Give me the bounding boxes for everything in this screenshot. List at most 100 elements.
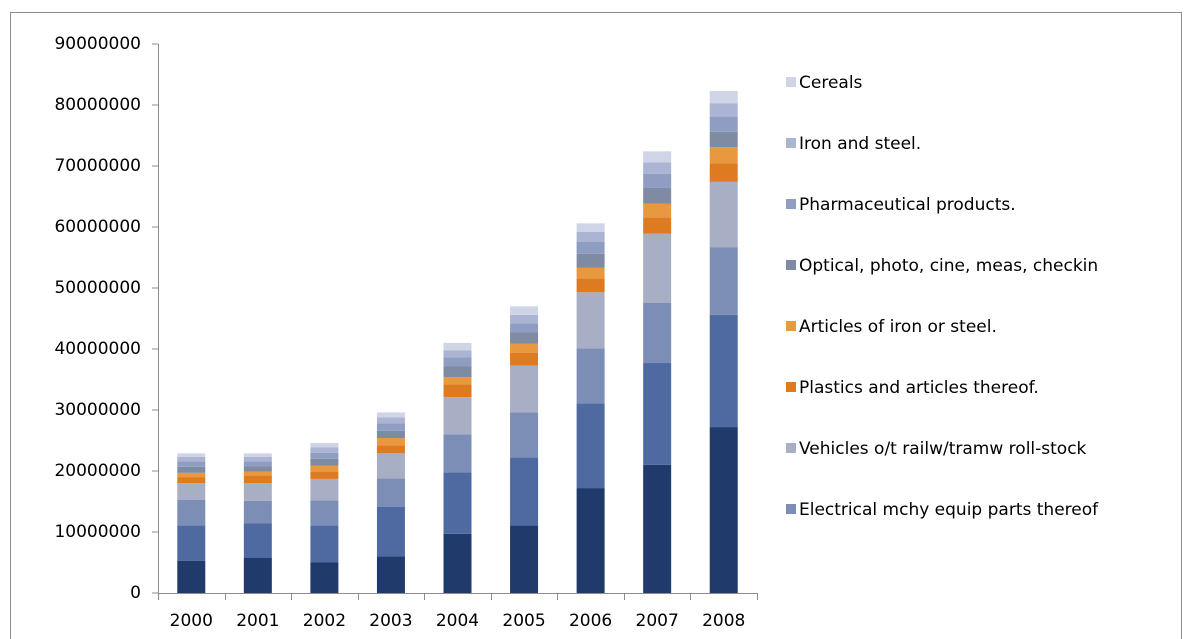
bar-segment (643, 173, 672, 188)
y-tick-label: 50000000 (54, 278, 141, 298)
y-tick-label: 90000000 (54, 34, 141, 54)
y-tick-label: 10000000 (54, 522, 141, 542)
legend-item: Articles of iron or steel. (786, 315, 1182, 339)
bar-segment (510, 314, 539, 324)
legend-item: Plastics and articles thereof. (786, 376, 1182, 400)
bar-segment (510, 306, 539, 315)
bar-segment (643, 203, 672, 218)
y-tick-label: 30000000 (54, 400, 141, 420)
bar-segment (443, 397, 472, 435)
bar-segment (576, 231, 605, 242)
bar-segment (243, 466, 272, 472)
bar-segment (576, 403, 605, 489)
bar-segment (443, 533, 472, 593)
legend-swatch (786, 443, 796, 453)
bar-segment (177, 560, 206, 593)
bar-segment (177, 456, 206, 462)
bar-segment (177, 499, 206, 526)
bar-segment (709, 147, 738, 164)
bar-segment (376, 453, 405, 479)
bar-segment (177, 477, 206, 484)
bar-segment (310, 471, 339, 479)
legend-item: Vehicles o/t railw/tramw roll-stock (786, 437, 1182, 461)
legend-label: Pharmaceutical products. (799, 195, 1016, 215)
bar-segment (243, 475, 272, 484)
bar-segment (709, 314, 738, 428)
bar-segment (443, 350, 472, 358)
legend-swatch (786, 382, 796, 392)
bar-segment (576, 292, 605, 349)
bar-segment (510, 365, 539, 413)
bar-segment (510, 332, 539, 344)
bar-segment (709, 163, 738, 182)
bar-segment (243, 500, 272, 524)
legend-swatch (786, 77, 796, 87)
x-tick-label: 2002 (303, 611, 346, 631)
bar-segment (576, 223, 605, 232)
bar-segment (576, 267, 605, 279)
bar-segment (243, 461, 272, 467)
bar-segment (310, 478, 339, 501)
bar-segment (310, 465, 339, 472)
bar-segment (310, 500, 339, 526)
bar-segment (643, 217, 672, 234)
x-tick-label: 2006 (569, 611, 612, 631)
bar-segment (510, 352, 539, 366)
bar-segment (643, 151, 672, 163)
x-tick-label: 2008 (702, 611, 745, 631)
bar-segment (443, 377, 472, 385)
bar-segment (709, 103, 738, 117)
bar-segment (510, 457, 539, 526)
bar-segment (576, 278, 605, 293)
bar-segment (243, 523, 272, 558)
y-tick-label: 20000000 (54, 461, 141, 481)
y-tick-label: 0 (130, 583, 141, 603)
bar-segment (310, 525, 339, 563)
bar-segment (177, 472, 206, 478)
legend-label: Cereals (799, 73, 863, 93)
legend-swatch (786, 321, 796, 331)
bar-segment (443, 384, 472, 398)
bar-segment (643, 363, 672, 465)
bar-segment (643, 162, 672, 174)
bar-segment (376, 423, 405, 431)
bar-segment (310, 562, 339, 593)
bar-segment (376, 417, 405, 424)
bar-segment (576, 241, 605, 254)
legend-swatch (786, 504, 796, 514)
legend-item: Electrical mchy equip parts thereof (786, 498, 1182, 522)
legend-label: Plastics and articles thereof. (799, 378, 1039, 398)
y-tick-label: 40000000 (54, 339, 141, 359)
bar-segment (177, 466, 206, 473)
bar-segment (643, 302, 672, 364)
bar-segment (576, 348, 605, 404)
x-tick-label: 2005 (502, 611, 545, 631)
bar-segment (443, 357, 472, 367)
y-tick-label: 60000000 (54, 217, 141, 237)
bar-segment (376, 445, 405, 454)
bar-segment (510, 343, 539, 353)
legend-swatch (786, 199, 796, 209)
legend-swatch (786, 138, 796, 148)
bar-segment (376, 506, 405, 557)
bar-segment (576, 488, 605, 593)
chart-border (10, 12, 1182, 639)
bar-segment (310, 442, 339, 448)
bar-segment (709, 131, 738, 148)
bar-segment (177, 525, 206, 561)
bar-segment (243, 453, 272, 457)
bar-segment (243, 471, 272, 476)
y-tick-label: 70000000 (54, 156, 141, 176)
bar-segment (376, 478, 405, 507)
bar-segment (576, 253, 605, 268)
legend-item: Cereals (786, 71, 1182, 95)
legend-label: Electrical mchy equip parts thereof (799, 500, 1099, 520)
legend-swatch (786, 260, 796, 270)
bar-segment (243, 456, 272, 462)
bar-segment (243, 483, 272, 501)
bar-segment (177, 453, 206, 457)
bar-segment (709, 116, 738, 132)
bar-segment (510, 323, 539, 333)
bar-segment (443, 472, 472, 534)
